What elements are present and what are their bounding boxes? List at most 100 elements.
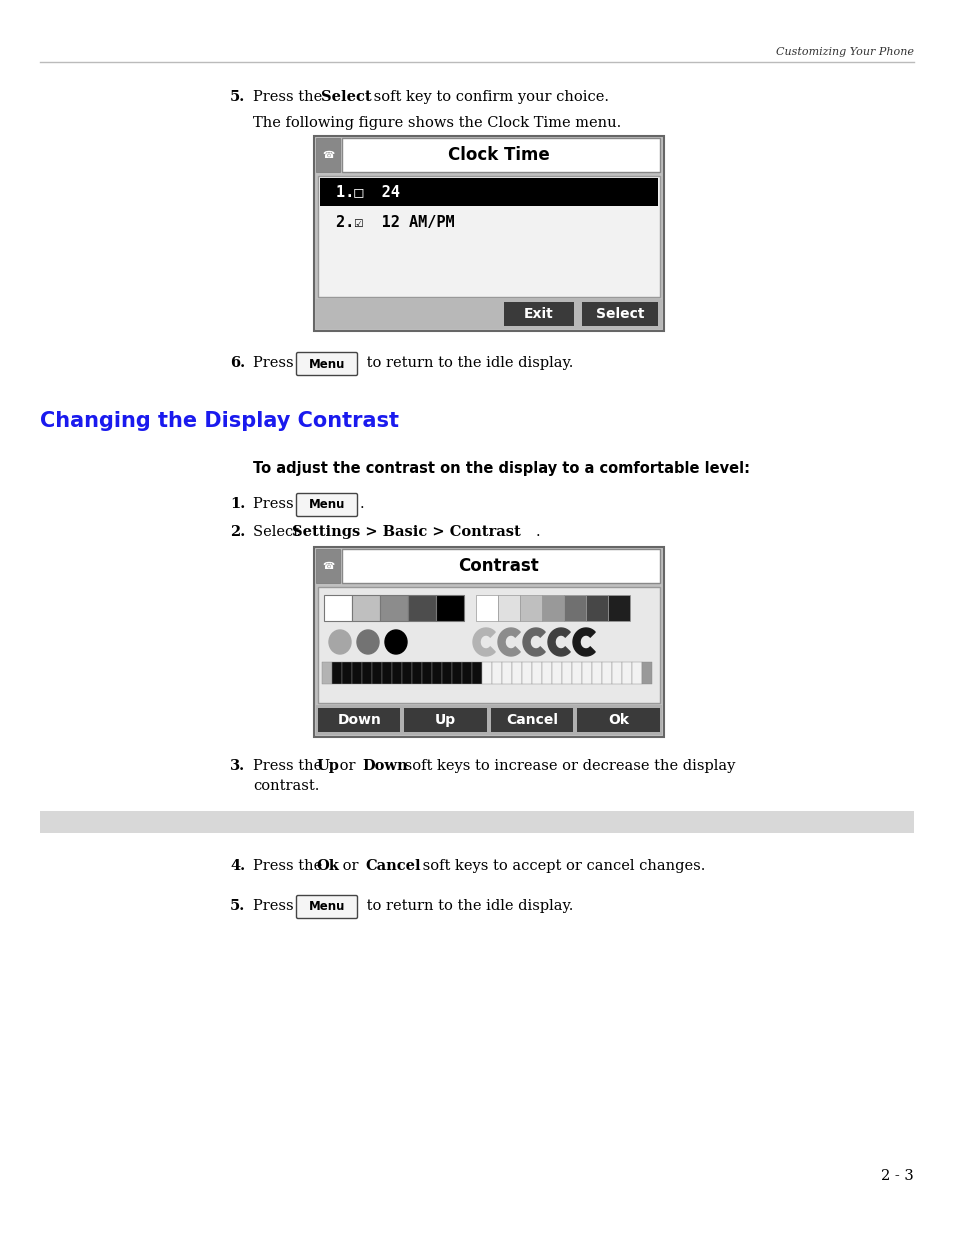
Text: soft keys to increase or decrease the display: soft keys to increase or decrease the di… [399,760,735,773]
Bar [341,662,352,684]
Text: Clock Time: Clock Time [448,146,549,164]
FancyBboxPatch shape [296,352,357,375]
Bar [372,662,381,684]
Bar [314,136,663,331]
Text: Select: Select [595,308,643,321]
Bar [631,662,641,684]
Bar [324,595,352,621]
Bar [315,550,339,583]
Text: or: or [335,760,359,773]
Text: 2.: 2. [230,525,245,538]
Text: Exit: Exit [523,308,554,321]
Text: Contrast: Contrast [458,557,538,576]
Bar [319,178,658,206]
Bar [352,595,379,621]
Bar [552,662,561,684]
Text: Customizing Your Phone: Customizing Your Phone [775,47,913,57]
Bar [352,662,361,684]
Text: Down: Down [337,713,381,727]
FancyBboxPatch shape [296,494,357,516]
Bar [501,662,512,684]
Text: 4.: 4. [230,860,245,873]
Bar [404,708,486,732]
Text: Press the: Press the [253,90,327,104]
Text: Settings > Basic > Contrast: Settings > Basic > Contrast [292,525,520,538]
Bar [452,662,461,684]
Bar [361,662,372,684]
Bar [541,595,563,621]
Text: soft key to confirm your choice.: soft key to confirm your choice. [369,90,608,104]
Text: Menu: Menu [309,499,345,511]
Text: 6.: 6. [230,356,245,370]
Bar [601,662,612,684]
Bar [314,547,663,737]
Ellipse shape [329,630,351,655]
Bar [332,662,341,684]
Bar [322,662,332,684]
Bar [641,662,651,684]
Bar [408,595,436,621]
Text: 5.: 5. [230,90,245,104]
Bar [592,662,601,684]
Bar [612,662,621,684]
Text: soft keys to accept or cancel changes.: soft keys to accept or cancel changes. [417,860,704,873]
Bar [436,595,463,621]
Bar [317,177,659,296]
Text: 2 - 3: 2 - 3 [881,1170,913,1183]
Bar [541,662,552,684]
Text: Menu: Menu [309,357,345,370]
Bar [491,708,573,732]
Polygon shape [522,629,544,656]
Polygon shape [547,629,570,656]
Bar [476,595,497,621]
Bar [512,662,521,684]
Bar [577,708,659,732]
Text: Press the: Press the [253,760,327,773]
Bar [472,662,481,684]
Bar [572,662,581,684]
Bar [341,138,659,172]
Bar [392,662,401,684]
Bar [532,662,541,684]
Bar [492,662,501,684]
Text: ☎: ☎ [321,149,334,161]
Bar [432,662,441,684]
FancyBboxPatch shape [296,895,357,919]
Text: Press the: Press the [253,860,327,873]
Text: 2.☑  12 AM/PM: 2.☑ 12 AM/PM [335,215,455,230]
Bar [401,662,412,684]
Bar [497,595,519,621]
Bar [561,662,572,684]
Bar [315,299,661,329]
Text: Cancel: Cancel [506,713,558,727]
Bar [481,662,492,684]
Text: Cancel: Cancel [365,860,420,873]
Text: contrast.: contrast. [253,779,319,793]
Text: .: . [536,525,540,538]
Text: Up: Up [435,713,456,727]
Bar [581,303,658,326]
Text: Press: Press [253,496,298,511]
Bar [607,595,629,621]
Bar [317,708,400,732]
Text: 1.: 1. [230,496,245,511]
Bar [379,595,408,621]
Text: The following figure shows the Clock Time menu.: The following figure shows the Clock Tim… [253,116,620,130]
Text: Press: Press [253,899,298,913]
Text: Ok: Ok [315,860,338,873]
Bar [521,662,532,684]
Bar [461,662,472,684]
Bar [563,595,585,621]
Bar [585,595,607,621]
Text: Changing the Display Contrast: Changing the Display Contrast [40,411,398,431]
Text: Select: Select [253,525,303,538]
Text: Press: Press [253,356,298,370]
Text: ☎: ☎ [321,561,334,571]
Text: or: or [337,860,363,873]
Bar [503,303,574,326]
Text: 1.□  24: 1.□ 24 [335,184,399,200]
Bar [581,662,592,684]
Ellipse shape [356,630,378,655]
Text: Menu: Menu [309,900,345,914]
Text: Down: Down [361,760,407,773]
